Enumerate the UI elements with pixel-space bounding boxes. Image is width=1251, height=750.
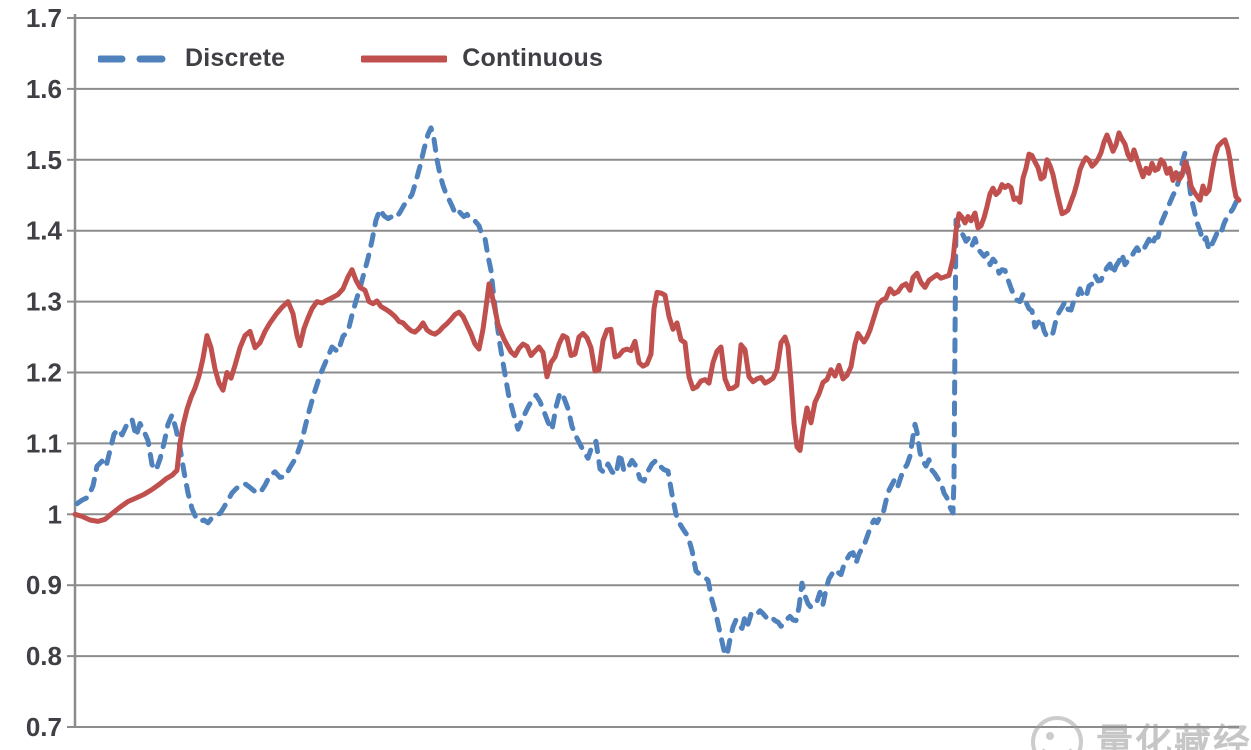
y-axis-label: 1.2 xyxy=(26,358,62,388)
legend-label-discrete: Discrete xyxy=(185,44,286,72)
y-axis-label: 1.7 xyxy=(26,3,62,33)
y-axis-label: 1.5 xyxy=(26,145,62,175)
continuous-solid-swatch-icon xyxy=(361,55,448,62)
y-axis-label: 1 xyxy=(48,499,62,529)
chart-legend: Discrete Continuous xyxy=(98,44,603,73)
y-axis-label: 0.7 xyxy=(26,712,62,742)
legend-label-continuous: Continuous xyxy=(462,44,604,72)
y-axis-label: 1.1 xyxy=(26,428,62,458)
discrete-dashed-swatch-icon xyxy=(98,55,170,62)
y-axis-label: 1.6 xyxy=(26,74,62,104)
y-axis-label: 0.9 xyxy=(26,570,62,600)
series-line-discrete xyxy=(74,125,1243,658)
legend-item-discrete: Discrete xyxy=(98,44,285,73)
y-axis-label: 1.4 xyxy=(26,216,63,246)
y-axis-label: 1.3 xyxy=(26,287,62,317)
series-line-continuous xyxy=(72,130,1242,524)
legend-item-continuous: Continuous xyxy=(361,44,603,73)
y-axis-label: 0.8 xyxy=(26,641,62,671)
